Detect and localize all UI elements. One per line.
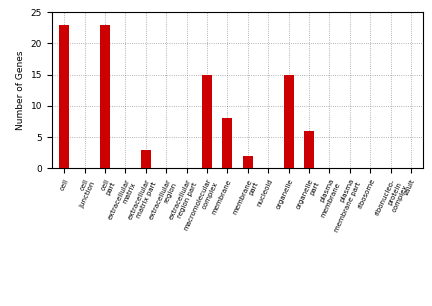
Bar xyxy=(59,25,69,168)
Bar xyxy=(304,131,314,168)
Bar xyxy=(202,75,212,168)
Y-axis label: Number of Genes: Number of Genes xyxy=(16,50,25,130)
Bar xyxy=(100,25,110,168)
Bar xyxy=(222,118,232,168)
Bar xyxy=(141,150,151,168)
Bar xyxy=(243,156,253,168)
Bar xyxy=(283,75,294,168)
